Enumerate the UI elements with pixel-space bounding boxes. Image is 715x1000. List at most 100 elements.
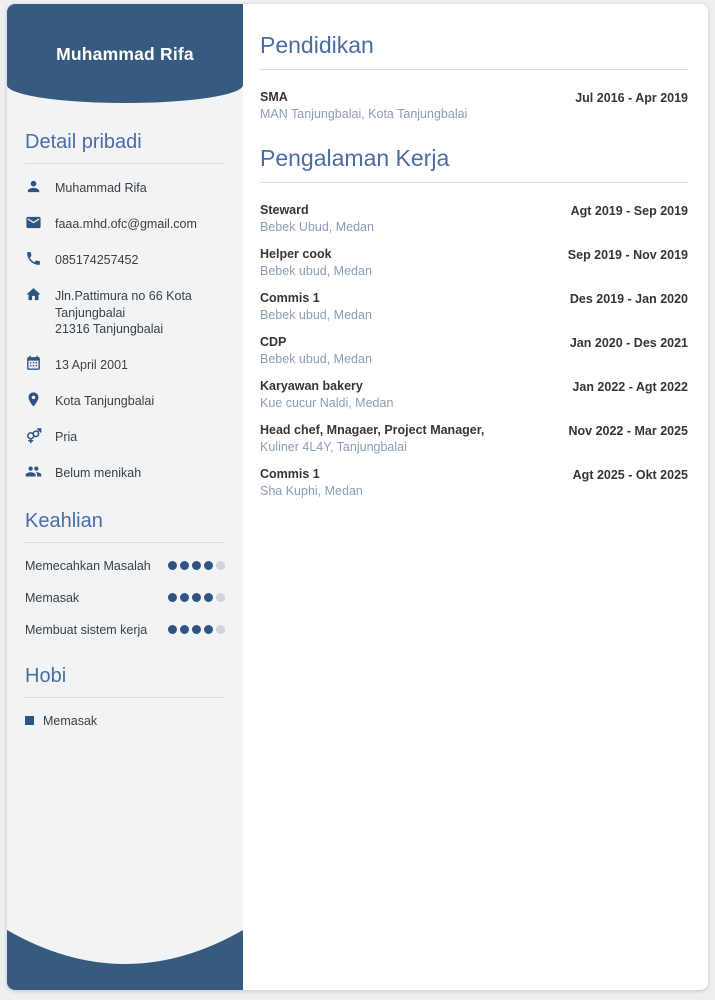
hobby-item: Memasak [25, 714, 225, 728]
hobbies-list: Memasak [25, 714, 225, 728]
hobby-label: Memasak [43, 713, 98, 728]
skill-label: Memecahkan Masalah [25, 558, 151, 573]
experience-entry: Helper cook Bebek ubud, Medan Sep 2019 -… [260, 247, 688, 278]
skill-label: Membuat sistem kerja [25, 622, 148, 637]
square-bullet-icon [25, 716, 34, 726]
skill-row: Memecahkan Masalah [25, 559, 225, 573]
job-period: Jan 2020 - Des 2021 [569, 336, 688, 350]
dot-filled-icon [192, 625, 201, 635]
sidebar: Muhammad Rifa Detail pribadi Muhammad Ri… [7, 4, 243, 990]
experience-entry: Karyawan bakery Kue cucur Naldi, Medan J… [260, 379, 688, 410]
location-icon [25, 391, 42, 408]
job-period: Jan 2022 - Agt 2022 [572, 380, 688, 394]
skill-level-dots [168, 561, 225, 571]
dot-filled-icon [204, 625, 213, 635]
dot-filled-icon [180, 561, 189, 571]
job-role: Commis 1 [260, 291, 320, 305]
job-company: Kuliner 4L4Y, Tanjungbalai [260, 440, 407, 454]
dot-empty-icon [216, 625, 225, 635]
education-entry: SMA MAN Tanjungbalai, Kota Tanjungbalai … [260, 90, 688, 121]
education-section: Pendidikan SMA MAN Tanjungbalai, Kota Ta… [260, 32, 688, 121]
education-title: Pendidikan [260, 32, 688, 70]
address-line: Tanjungbalai [55, 305, 126, 320]
job-role: Steward [260, 203, 309, 217]
personal-item-text: Pria [55, 430, 78, 444]
dot-filled-icon [168, 593, 177, 603]
job-company: Bebek ubud, Medan [260, 264, 372, 278]
name-banner: Muhammad Rifa [7, 4, 243, 103]
address-line: Jln.Pattimura no 66 Kota [55, 288, 192, 303]
job-period: Agt 2019 - Sep 2019 [570, 204, 688, 218]
job-company: Sha Kuphi, Medan [260, 484, 363, 498]
job-period: Agt 2025 - Okt 2025 [572, 468, 688, 482]
personal-item-text: 085174257452 [55, 252, 139, 267]
dot-filled-icon [204, 593, 213, 603]
gender-icon [25, 427, 42, 444]
sidebar-footer-curve [7, 930, 243, 990]
personal-item-gender: Pria [25, 428, 225, 446]
dot-filled-icon [192, 593, 201, 603]
skill-label: Memasak [25, 590, 80, 605]
personal-details-list: Muhammad Rifa faaa.mhd.ofc@gmail.com 085… [25, 179, 225, 482]
job-company: Kue cucur Naldi, Medan [260, 396, 394, 410]
skills-list: Memecahkan Masalah Memasak Membuat siste… [25, 559, 225, 637]
personal-details-title: Detail pribadi [25, 131, 225, 164]
job-role: Head chef, Mnagaer, Project Manager, [260, 423, 485, 437]
calendar-icon [25, 355, 42, 372]
job-company: Bebek Ubud, Medan [260, 220, 374, 234]
dot-filled-icon [180, 593, 189, 603]
skill-level-dots [168, 593, 225, 603]
candidate-name: Muhammad Rifa [56, 44, 194, 64]
dot-empty-icon [216, 561, 225, 571]
personal-item-text: Belum menikah [55, 465, 142, 480]
job-role: Helper cook [260, 247, 332, 261]
personal-item-email: faaa.mhd.ofc@gmail.com [25, 215, 225, 233]
dot-filled-icon [192, 561, 201, 571]
personal-item-text: Muhammad Rifa [55, 181, 147, 195]
job-company: Bebek ubud, Medan [260, 308, 372, 322]
personal-item-marital-status: Belum menikah [25, 464, 225, 482]
personal-item-text: Kota Tanjungbalai [55, 394, 155, 409]
phone-icon [25, 250, 42, 267]
dot-filled-icon [168, 625, 177, 635]
personal-item-text: faaa.mhd.ofc@gmail.com [55, 216, 197, 231]
personal-item-address: Jln.Pattimura no 66 Kota Tanjungbalai 21… [25, 287, 225, 339]
personal-item-birthdate: 13 April 2001 [25, 355, 225, 374]
dot-filled-icon [204, 561, 213, 571]
personal-item-text: 13 April 2001 [55, 358, 128, 373]
main-content: Pendidikan SMA MAN Tanjungbalai, Kota Ta… [243, 4, 708, 990]
experience-title: Pengalaman Kerja [260, 145, 688, 183]
job-period: Sep 2019 - Nov 2019 [567, 248, 688, 262]
marital-icon [25, 463, 42, 480]
job-role: Commis 1 [260, 467, 320, 481]
job-role: Karyawan bakery [260, 379, 363, 393]
experience-entry: Head chef, Mnagaer, Project Manager, Kul… [260, 423, 688, 454]
job-company: Bebek ubud, Medan [260, 352, 372, 366]
job-role: CDP [260, 335, 287, 349]
experience-entry: CDP Bebek ubud, Medan Jan 2020 - Des 202… [260, 335, 688, 366]
skill-row: Memasak [25, 591, 225, 605]
experience-entry: Steward Bebek Ubud, Medan Agt 2019 - Sep… [260, 203, 688, 234]
dot-empty-icon [216, 593, 225, 603]
skill-level-dots [168, 625, 225, 635]
personal-item-city: Kota Tanjungbalai [25, 392, 225, 410]
cv-page: Muhammad Rifa Detail pribadi Muhammad Ri… [7, 4, 708, 990]
job-period: Des 2019 - Jan 2020 [569, 292, 688, 306]
address-line: 21316 Tanjungbalai [55, 322, 164, 337]
school: MAN Tanjungbalai, Kota Tanjungbalai [260, 107, 468, 121]
dot-filled-icon [180, 625, 189, 635]
experience-entry: Commis 1 Sha Kuphi, Medan Agt 2025 - Okt… [260, 467, 688, 498]
skills-title: Keahlian [25, 510, 225, 543]
email-icon [25, 214, 42, 231]
skill-row: Membuat sistem kerja [25, 623, 225, 637]
hobbies-title: Hobi [25, 665, 225, 698]
degree: SMA [260, 90, 288, 104]
personal-item-name: Muhammad Rifa [25, 179, 225, 197]
experience-entry: Commis 1 Bebek ubud, Medan Des 2019 - Ja… [260, 291, 688, 322]
dot-filled-icon [168, 561, 177, 571]
education-period: Jul 2016 - Apr 2019 [575, 91, 688, 105]
home-icon [25, 286, 42, 303]
job-period: Nov 2022 - Mar 2025 [568, 424, 688, 438]
person-icon [25, 178, 42, 195]
experience-section: Pengalaman Kerja Steward Bebek Ubud, Med… [260, 145, 688, 498]
